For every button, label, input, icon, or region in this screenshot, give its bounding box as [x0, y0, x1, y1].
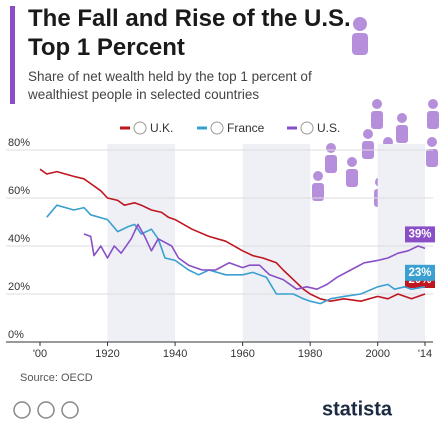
series-line — [39, 168, 426, 302]
license-icon — [13, 401, 31, 419]
title-accent — [10, 6, 15, 104]
license-icon — [37, 401, 55, 419]
x-tick-label: 1940 — [163, 348, 187, 360]
value-label: 39% — [408, 228, 431, 240]
license-icon — [61, 401, 79, 419]
value-label-box — [405, 226, 435, 243]
x-tick-label: 1960 — [230, 348, 254, 360]
period-band — [242, 144, 311, 342]
legend-label: France — [227, 121, 265, 135]
x-tick-label: 2000 — [365, 348, 389, 360]
series-line — [46, 204, 426, 305]
y-tick-label: 60% — [8, 185, 30, 197]
source: Source: OECD — [20, 372, 93, 384]
y-tick-label: 40% — [8, 233, 30, 245]
x-tick-label: '14 — [418, 348, 432, 360]
x-tick-label: '00 — [33, 348, 47, 360]
chart-subtitle: Share of net wealth held by the top 1 pe… — [28, 69, 312, 102]
period-band — [377, 144, 425, 342]
series-line — [83, 223, 426, 290]
value-label-box — [405, 264, 435, 281]
legend-label: U.S. — [317, 121, 340, 135]
brand-logo: statista — [322, 398, 393, 420]
y-tick-label: 0% — [8, 329, 24, 341]
legend-flag — [133, 121, 147, 135]
x-tick-label: 1980 — [298, 348, 322, 360]
x-tick-label: 1920 — [95, 348, 119, 360]
legend-label: U.K. — [150, 121, 173, 135]
y-tick-label: 80% — [8, 137, 30, 149]
period-band — [107, 144, 176, 342]
y-tick-label: 20% — [8, 281, 30, 293]
value-label: 23% — [408, 267, 431, 279]
legend-flag — [300, 121, 314, 135]
legend-flag — [210, 121, 224, 135]
chart-title: The Fall and Rise of the U.S. Top 1 Perc… — [28, 5, 351, 61]
